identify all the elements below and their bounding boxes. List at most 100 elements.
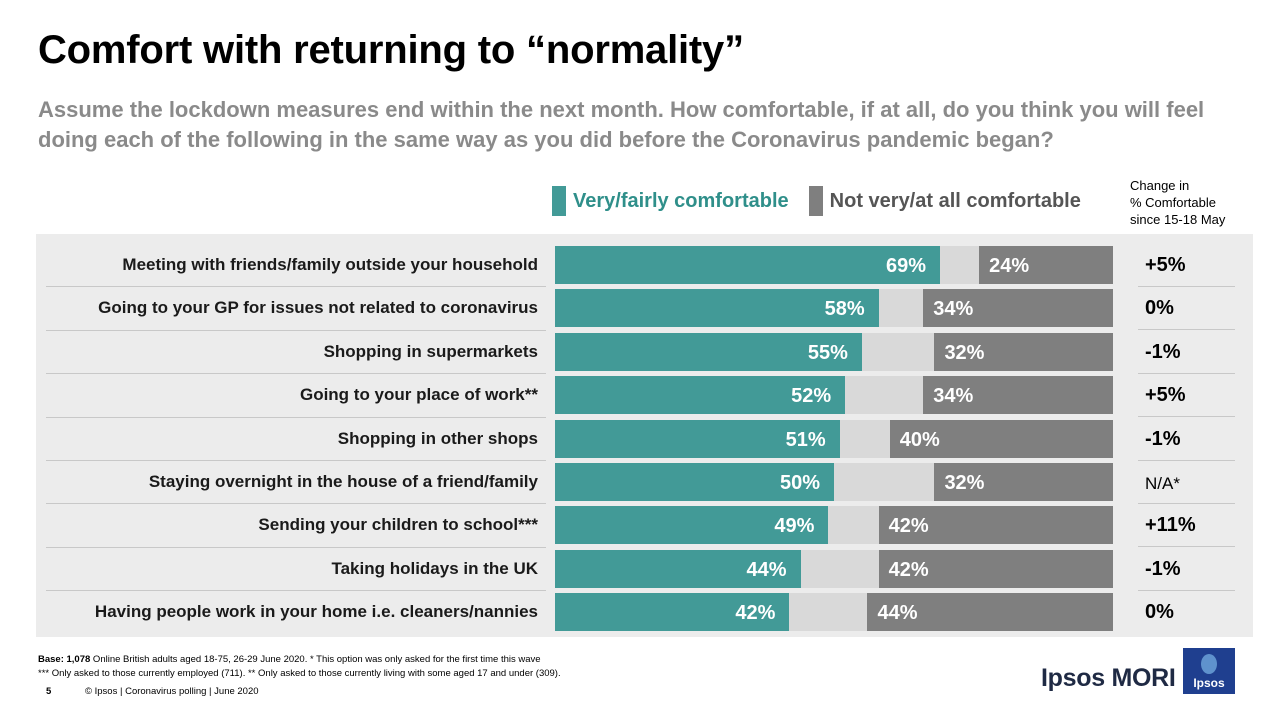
bar-not-comfortable	[878, 506, 1113, 545]
value-label-not-comfortable: 42%	[888, 558, 929, 581]
bar-not-comfortable	[934, 332, 1113, 371]
page-number: 5	[46, 686, 52, 697]
change-divider	[1138, 329, 1235, 331]
legend-label-comfortable: Very/fairly comfortable	[573, 189, 789, 212]
change-value: +11%	[1145, 514, 1196, 537]
bar-very-fairly-comfortable	[555, 376, 846, 415]
change-divider	[1138, 503, 1235, 504]
bar-not-comfortable	[934, 463, 1113, 501]
value-label-not-comfortable: 44%	[877, 602, 918, 625]
bar-not-comfortable	[923, 289, 1113, 328]
value-label-comfortable: 42%	[735, 602, 776, 625]
row-label: Having people work in your home i.e. cle…	[94, 602, 538, 622]
row-divider	[46, 546, 546, 548]
value-label-comfortable: 55%	[807, 341, 848, 364]
change-value: N/A*	[1145, 474, 1180, 493]
bar-not-comfortable	[867, 593, 1113, 632]
legend-label-not-comfortable: Not very/at all comfortable	[829, 189, 1081, 212]
row-label: Going to your GP for issues not related …	[98, 298, 538, 318]
footer-base-text: Online British adults aged 18-75, 26-29 …	[90, 654, 541, 665]
bar-neither	[845, 376, 924, 415]
change-divider	[1138, 459, 1235, 461]
value-label-comfortable: 58%	[824, 298, 865, 321]
value-label-not-comfortable: 40%	[899, 428, 940, 451]
bar-not-comfortable	[979, 246, 1113, 284]
row-divider	[46, 503, 546, 505]
row-label: Shopping in other shops	[337, 428, 538, 448]
change-value: -1%	[1145, 340, 1181, 363]
change-divider	[1138, 546, 1235, 548]
page-title: Comfort with returning to “normality”	[38, 28, 744, 72]
bar-not-comfortable	[878, 549, 1113, 588]
bar-not-comfortable	[923, 376, 1113, 415]
row-divider	[46, 590, 546, 592]
ipsos-logo: Ipsos	[1183, 648, 1235, 694]
bar-very-fairly-comfortable	[555, 332, 862, 371]
value-label-not-comfortable: 34%	[933, 385, 974, 408]
change-divider	[1138, 286, 1235, 287]
change-divider	[1138, 372, 1235, 374]
bar-neither	[800, 549, 879, 588]
legend-swatch-comfortable	[552, 186, 566, 216]
value-label-not-comfortable: 24%	[989, 255, 1030, 277]
value-label-not-comfortable: 32%	[944, 341, 985, 364]
bar-not-comfortable	[889, 419, 1113, 458]
value-label-comfortable: 52%	[791, 385, 832, 408]
change-value: 0%	[1145, 601, 1174, 624]
change-value: -1%	[1145, 557, 1181, 580]
bar-very-fairly-comfortable	[555, 463, 834, 501]
change-column-header: Change in % Comfortable since 15-18 May	[1130, 177, 1225, 228]
row-divider	[46, 329, 546, 331]
row-label: Taking holidays in the UK	[331, 558, 538, 578]
change-header-line-2: % Comfortable	[1130, 195, 1216, 210]
bar-neither	[828, 506, 879, 545]
footer-base-bold: Base: 1,078	[38, 654, 91, 665]
row-label: Shopping in supermarkets	[323, 341, 538, 361]
row-label: Meeting with friends/family outside your…	[122, 255, 538, 274]
row-divider	[46, 460, 546, 461]
bar-neither	[839, 419, 890, 458]
value-label-not-comfortable: 32%	[944, 472, 985, 494]
legend: Very/fairly comfortable Not very/at all …	[552, 185, 1081, 217]
bar-very-fairly-comfortable	[555, 419, 840, 458]
change-divider	[1138, 416, 1235, 418]
row-label: Staying overnight in the house of a frie…	[148, 472, 538, 491]
footer-note: *** Only asked to those currently employ…	[38, 668, 561, 679]
bar-very-fairly-comfortable	[555, 549, 801, 588]
change-value: +5%	[1145, 254, 1186, 276]
bar-neither	[834, 463, 935, 501]
ipsos-logo-mark-icon	[1201, 654, 1217, 674]
row-divider	[46, 416, 546, 418]
copyright: © Ipsos | Coronavirus polling | June 202…	[85, 686, 259, 697]
value-label-comfortable: 49%	[774, 515, 815, 538]
question-text: Assume the lockdown measures end within …	[38, 97, 1205, 152]
value-label-not-comfortable: 42%	[888, 515, 929, 538]
value-label-not-comfortable: 34%	[933, 298, 974, 321]
bar-neither	[878, 289, 924, 328]
row-label: Going to your place of work**	[299, 385, 538, 405]
bar-very-fairly-comfortable	[555, 593, 790, 632]
ipsos-logo-text: Ipsos	[1193, 676, 1225, 690]
footer-base: Base: 1,078 Online British adults aged 1…	[38, 654, 541, 665]
value-label-comfortable: 50%	[780, 472, 821, 494]
row-divider	[46, 373, 546, 375]
bar-neither	[789, 593, 868, 632]
row-label: Sending your children to school***	[258, 515, 538, 535]
ipsos-mori-wordmark: Ipsos MORI	[1041, 664, 1176, 692]
value-label-comfortable: 44%	[746, 558, 787, 581]
value-label-comfortable: 51%	[785, 428, 826, 451]
bar-neither	[861, 332, 935, 371]
change-value: 0%	[1145, 297, 1174, 320]
bar-very-fairly-comfortable	[555, 506, 829, 545]
change-divider	[1138, 589, 1235, 591]
bar-very-fairly-comfortable	[555, 289, 879, 328]
change-header-line-1: Change in	[1130, 178, 1190, 193]
legend-swatch-not-comfortable	[808, 186, 823, 216]
bar-neither	[940, 246, 980, 284]
value-label-comfortable: 69%	[886, 255, 927, 277]
change-header-line-3: since 15-18 May	[1130, 212, 1226, 227]
row-divider	[46, 286, 546, 288]
change-value: +5%	[1145, 384, 1186, 407]
change-value: -1%	[1145, 427, 1181, 450]
